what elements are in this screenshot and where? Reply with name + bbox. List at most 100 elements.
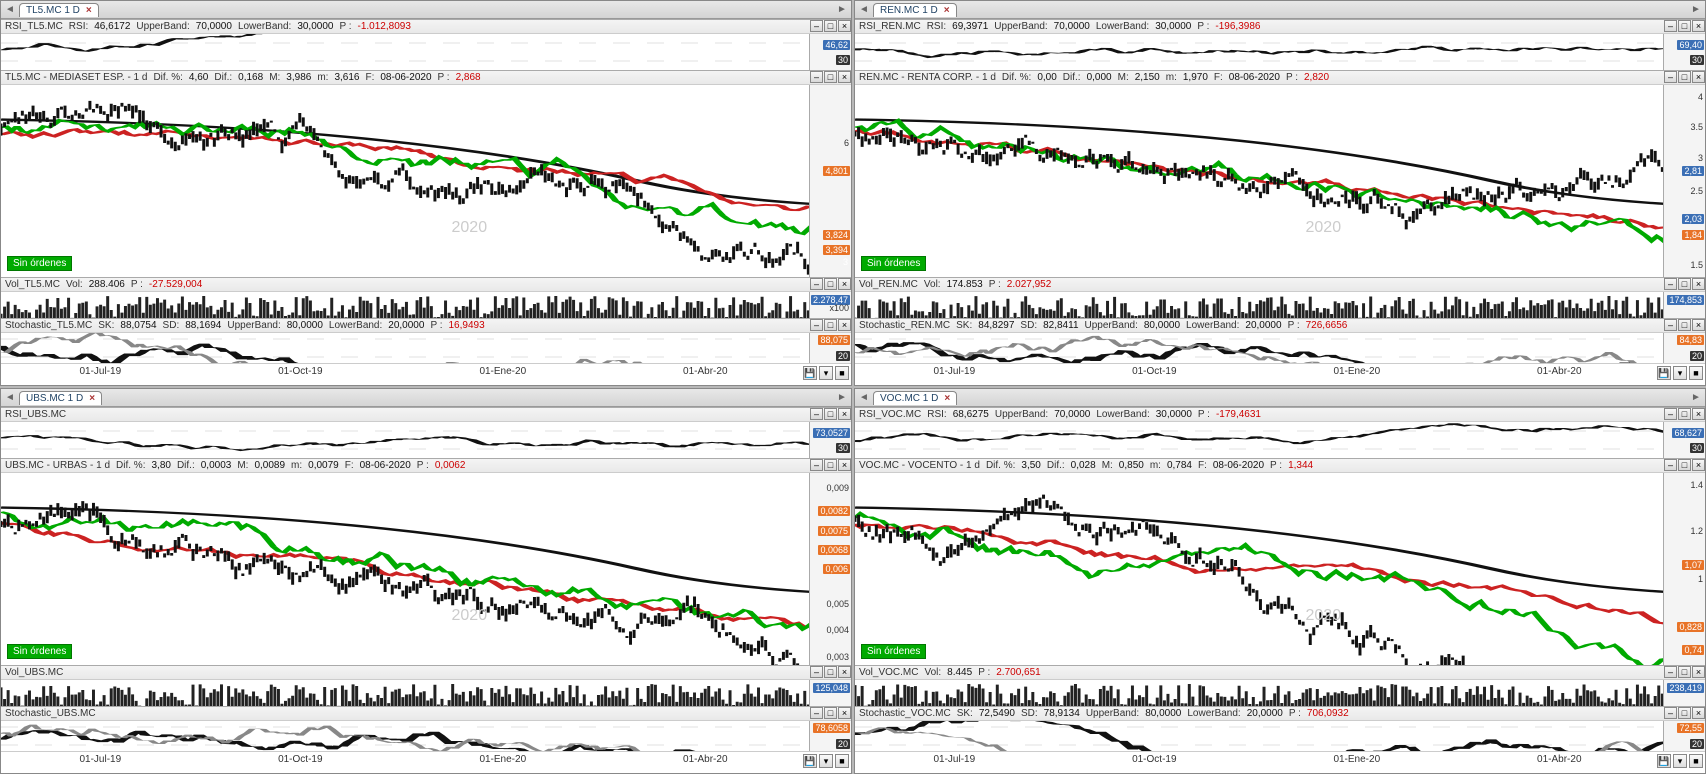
- close-icon[interactable]: ×: [838, 459, 851, 471]
- max-icon[interactable]: □: [1678, 459, 1691, 471]
- price-chart[interactable]: 2020 Sin órdenes 0,0090,0050,0040,0030,0…: [1, 473, 851, 665]
- max-icon[interactable]: □: [824, 20, 837, 32]
- nav-left-icon[interactable]: ◄: [3, 391, 17, 405]
- vol-chart[interactable]: 125,048: [1, 680, 851, 706]
- settings-icon[interactable]: ▾: [1673, 366, 1687, 380]
- nav-right-icon[interactable]: ►: [1689, 3, 1703, 17]
- nav-right-icon[interactable]: ►: [835, 3, 849, 17]
- min-icon[interactable]: –: [810, 20, 823, 32]
- close-icon[interactable]: ×: [838, 71, 851, 83]
- tool-icon[interactable]: ■: [835, 366, 849, 380]
- close-icon[interactable]: ×: [1692, 459, 1705, 471]
- close-icon[interactable]: ×: [838, 20, 851, 32]
- max-icon[interactable]: □: [1678, 707, 1691, 719]
- tool-icon[interactable]: ■: [835, 754, 849, 768]
- tab-close-icon[interactable]: ×: [944, 5, 950, 16]
- close-icon[interactable]: ×: [1692, 20, 1705, 32]
- nav-right-icon[interactable]: ►: [1689, 391, 1703, 405]
- max-icon[interactable]: □: [824, 408, 837, 420]
- min-icon[interactable]: –: [1664, 278, 1677, 290]
- rsi-chart[interactable]: 73,0527 30: [1, 422, 851, 458]
- save-icon[interactable]: 💾: [803, 366, 817, 380]
- min-icon[interactable]: –: [810, 666, 823, 678]
- stoch-chart[interactable]: 84,83 20: [855, 333, 1705, 363]
- min-icon[interactable]: –: [1664, 20, 1677, 32]
- tab-close-icon[interactable]: ×: [86, 5, 92, 16]
- tab-close-icon[interactable]: ×: [944, 393, 950, 404]
- min-icon[interactable]: –: [1664, 319, 1677, 331]
- settings-icon[interactable]: ▾: [819, 754, 833, 768]
- nav-left-icon[interactable]: ◄: [857, 391, 871, 405]
- vol-chart[interactable]: 238,419: [855, 680, 1705, 706]
- max-icon[interactable]: □: [1678, 408, 1691, 420]
- tabbar: ◄ UBS.MC 1 D × ►: [1, 389, 851, 407]
- min-icon[interactable]: –: [810, 278, 823, 290]
- nav-right-icon[interactable]: ►: [835, 391, 849, 405]
- val-vol: 288.406: [89, 279, 125, 290]
- nav-left-icon[interactable]: ◄: [3, 3, 17, 17]
- price-chart[interactable]: 2020 Sin órdenes 1.41.211,070,8280,74: [855, 473, 1705, 665]
- max-icon[interactable]: □: [824, 459, 837, 471]
- min-icon[interactable]: –: [1664, 666, 1677, 678]
- max-icon[interactable]: □: [824, 71, 837, 83]
- min-icon[interactable]: –: [810, 408, 823, 420]
- tab[interactable]: UBS.MC 1 D ×: [19, 391, 102, 405]
- save-icon[interactable]: 💾: [1657, 754, 1671, 768]
- rsi-chart[interactable]: 68,627 30: [855, 422, 1705, 458]
- settings-icon[interactable]: ▾: [1673, 754, 1687, 768]
- min-icon[interactable]: –: [1664, 408, 1677, 420]
- close-icon[interactable]: ×: [838, 707, 851, 719]
- settings-icon[interactable]: ▾: [819, 366, 833, 380]
- panel-title: RSI_UBS.MC: [5, 409, 66, 420]
- close-icon[interactable]: ×: [1692, 666, 1705, 678]
- min-icon[interactable]: –: [810, 319, 823, 331]
- price-chart[interactable]: 2020 Sin órdenes 64,8013,8243,3943: [1, 85, 851, 277]
- min-icon[interactable]: –: [810, 707, 823, 719]
- close-icon[interactable]: ×: [838, 319, 851, 331]
- xaxis-ticks: 01-Jul-1901-Oct-1901-Ene-2001-Abr-20: [1, 366, 806, 377]
- ytick: 0,004: [826, 625, 849, 635]
- stoch-header: Stochastic_UBS.MC – □ ×: [1, 707, 851, 721]
- stoch-chart[interactable]: 78,6058 20: [1, 721, 851, 751]
- close-icon[interactable]: ×: [838, 408, 851, 420]
- min-icon[interactable]: –: [1664, 707, 1677, 719]
- close-icon[interactable]: ×: [838, 278, 851, 290]
- rsi-chart[interactable]: 69,40 30: [855, 34, 1705, 70]
- stoch-chart[interactable]: 72,55 20: [855, 721, 1705, 751]
- max-icon[interactable]: □: [824, 707, 837, 719]
- max-icon[interactable]: □: [1678, 319, 1691, 331]
- tool-icon[interactable]: ■: [1689, 366, 1703, 380]
- close-icon[interactable]: ×: [1692, 319, 1705, 331]
- rsi-chart[interactable]: 46,62 30: [1, 34, 851, 70]
- close-icon[interactable]: ×: [1692, 707, 1705, 719]
- close-icon[interactable]: ×: [1692, 278, 1705, 290]
- panel-title: VOC.MC - VOCENTO - 1 d: [859, 460, 980, 471]
- max-icon[interactable]: □: [1678, 278, 1691, 290]
- tool-icon[interactable]: ■: [1689, 754, 1703, 768]
- max-icon[interactable]: □: [824, 278, 837, 290]
- save-icon[interactable]: 💾: [803, 754, 817, 768]
- max-icon[interactable]: □: [824, 319, 837, 331]
- max-icon[interactable]: □: [1678, 666, 1691, 678]
- save-icon[interactable]: 💾: [1657, 366, 1671, 380]
- max-icon[interactable]: □: [824, 666, 837, 678]
- min-icon[interactable]: –: [1664, 71, 1677, 83]
- close-icon[interactable]: ×: [1692, 408, 1705, 420]
- vol-chart[interactable]: 174,853: [855, 292, 1705, 318]
- close-icon[interactable]: ×: [1692, 71, 1705, 83]
- tab[interactable]: REN.MC 1 D ×: [873, 3, 957, 17]
- max-icon[interactable]: □: [1678, 71, 1691, 83]
- tab[interactable]: TL5.MC 1 D ×: [19, 3, 99, 17]
- tab-close-icon[interactable]: ×: [89, 393, 95, 404]
- vol-chart[interactable]: 2.278,47 x100: [1, 292, 851, 318]
- min-icon[interactable]: –: [810, 459, 823, 471]
- val-dif_pct: 0,00: [1037, 72, 1056, 83]
- stoch-chart[interactable]: 88,075 20: [1, 333, 851, 363]
- min-icon[interactable]: –: [1664, 459, 1677, 471]
- tab[interactable]: VOC.MC 1 D ×: [873, 391, 957, 405]
- close-icon[interactable]: ×: [838, 666, 851, 678]
- nav-left-icon[interactable]: ◄: [857, 3, 871, 17]
- price-chart[interactable]: 2020 Sin órdenes 43.532.51.52,812,031,84: [855, 85, 1705, 277]
- max-icon[interactable]: □: [1678, 20, 1691, 32]
- min-icon[interactable]: –: [810, 71, 823, 83]
